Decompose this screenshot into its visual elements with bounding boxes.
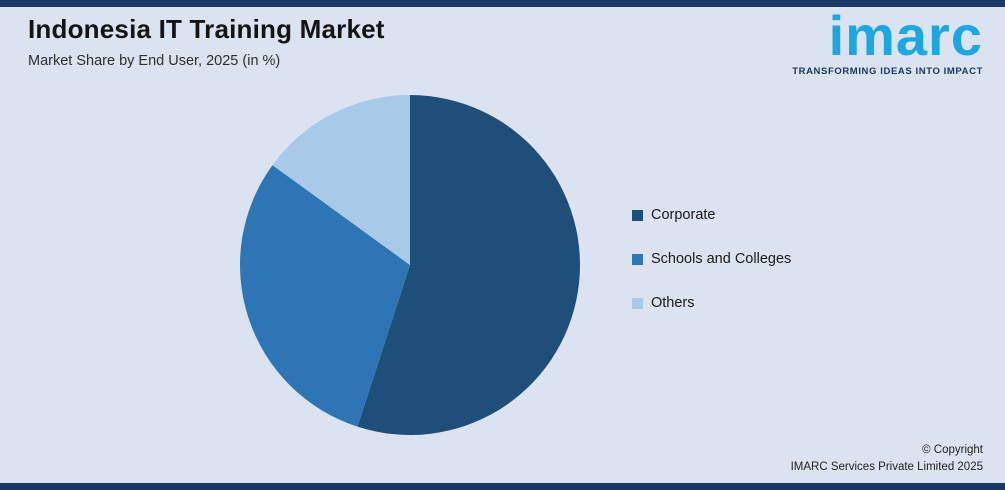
pie-slice-schools-and-colleges [240,165,410,427]
pie-chart-area [238,93,582,437]
pie-slice-others [272,95,410,265]
imarc-logo: imarc TRANSFORMING IDEAS INTO IMPACT [792,4,983,78]
legend-swatch-schools-and-colleges [632,253,643,265]
imarc-tagline: TRANSFORMING IDEAS INTO IMPACT [792,66,983,77]
chart-header: Indonesia IT Training Market Market Shar… [28,14,385,69]
chart-subtitle: Market Share by End User, 2025 (in %) [28,53,281,69]
legend-label-corporate: Corporate [651,207,716,223]
legend-label-others: Others [651,295,695,311]
legend-item-schools-and-colleges: Schools and Colleges [632,251,791,267]
pie-slice-corporate [357,95,581,436]
copyright-notice: © Copyright IMARC Services Private Limit… [791,442,983,477]
legend-swatch-corporate [632,209,643,221]
chart-legend: Corporate Schools and Colleges Others [632,207,791,339]
chart-title: Indonesia IT Training Market [28,14,385,44]
copyright-line2: IMARC Services Private Limited 2025 [790,460,983,473]
legend-item-others: Others [632,295,791,311]
legend-swatch-others [632,297,643,309]
imarc-wordmark: imarc [828,4,983,67]
copyright-line1: © Copyright [922,443,983,456]
bottom-accent-bar [0,483,1005,490]
pie-chart [240,95,581,436]
top-accent-bar [0,0,1005,7]
legend-item-corporate: Corporate [632,207,791,223]
legend-label-schools-and-colleges: Schools and Colleges [651,251,792,267]
